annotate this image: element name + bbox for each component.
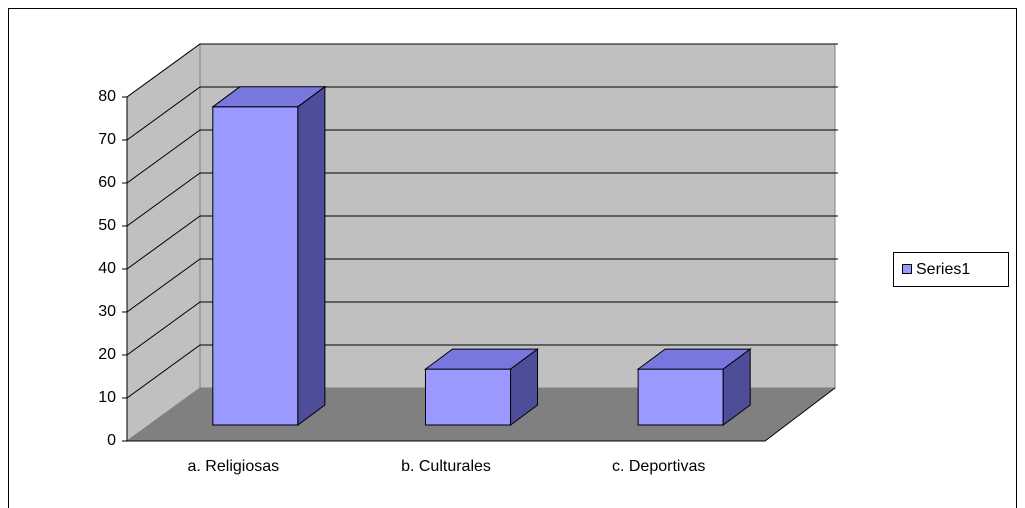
legend-swatch [902, 264, 912, 274]
y-tick-label: 70 [98, 131, 116, 148]
y-tick-label: 80 [98, 88, 116, 105]
bar [212, 106, 299, 426]
grid-line [126, 258, 838, 313]
y-tick-label: 20 [98, 346, 116, 363]
y-tick-label: 40 [98, 260, 116, 277]
y-tick-label: 0 [107, 432, 116, 449]
bar-side [722, 348, 751, 426]
x-tick-label: c. Deportivas [612, 458, 705, 475]
x-tick-label: a. Religiosas [188, 458, 280, 475]
grid-line [126, 215, 838, 270]
bar [424, 368, 512, 426]
legend [893, 252, 1009, 287]
bar-side [297, 85, 326, 426]
bar [637, 368, 724, 426]
y-tick-label: 10 [98, 389, 116, 406]
x-tick-label: b. Culturales [401, 458, 491, 475]
legend-label: Series1 [916, 261, 970, 278]
grid-line [126, 86, 838, 141]
grid-line [126, 344, 838, 399]
grid-line [126, 172, 838, 227]
grid-line [126, 43, 838, 98]
x-axis [127, 387, 836, 442]
grid-line [126, 301, 838, 356]
y-tick-label: 50 [98, 217, 116, 234]
y-tick-label: 30 [98, 303, 116, 320]
bar-side [510, 348, 539, 426]
grid-line [126, 129, 838, 184]
y-tick-label: 60 [98, 174, 116, 191]
